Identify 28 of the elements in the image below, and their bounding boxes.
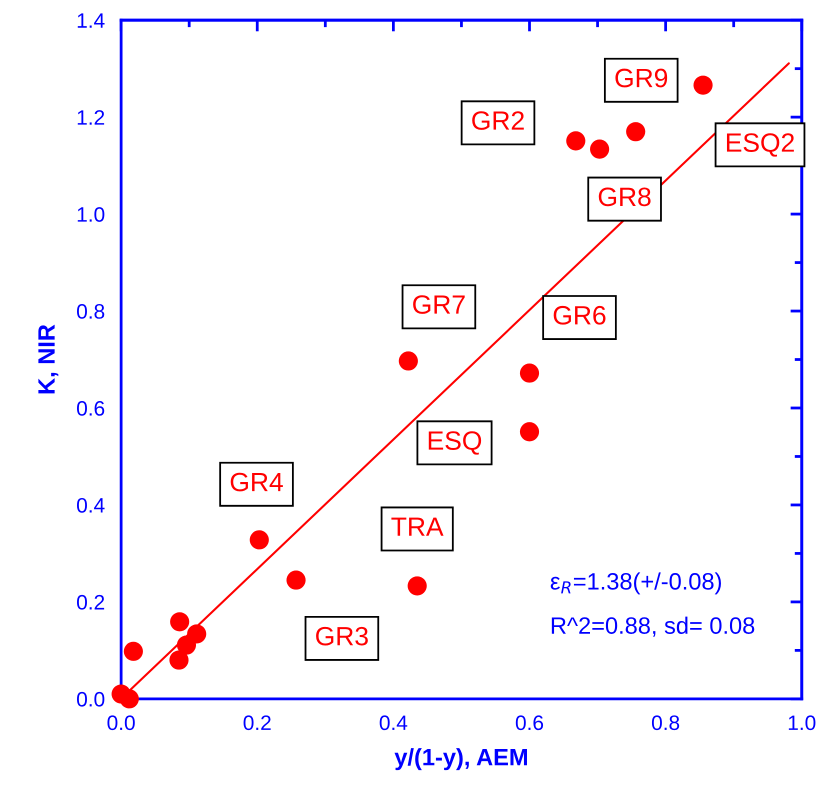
y-axis-title: K, NIR (38, 324, 58, 394)
annotation: GR7 (413, 295, 465, 314)
y-tick-label: 0.8 (77, 304, 104, 319)
y-tick-label: 0.2 (77, 594, 104, 610)
annotation: R^2=0.88, sd= 0.08 (552, 616, 754, 637)
y-tick-label: 0.6 (77, 400, 104, 416)
x-tick-label: 0.4 (380, 715, 408, 730)
annotation: ESQ2 (726, 133, 794, 157)
annotation: ESQ (428, 431, 482, 455)
x-axis-title: y/(1-y), AEM (394, 748, 527, 770)
x-tick-label: 0.6 (516, 715, 544, 730)
annotation: GR4 (230, 472, 283, 492)
annotation: GR9 (615, 68, 668, 88)
annotation: ε$_{R}$=1.38(+/-0.08) (550, 572, 721, 594)
x-tick-label: 1.0 (788, 715, 816, 730)
y-tick-label: 1.4 (78, 13, 105, 28)
annotation: GR8 (598, 188, 651, 206)
x-tick-label: 0.2 (244, 715, 271, 730)
annotation: GR2 (472, 111, 524, 130)
annotation: GR3 (316, 626, 368, 646)
x-tick-label: 0.0 (107, 715, 135, 730)
annotation: GR6 (554, 306, 606, 325)
y-tick-label: 0.0 (77, 692, 104, 707)
x-tick-label: 0.8 (652, 715, 680, 730)
annotation: TRA (391, 518, 444, 536)
y-tick-label: 0.4 (77, 498, 105, 513)
y-tick-label: 1.0 (78, 207, 104, 222)
y-tick-label: 1.2 (78, 110, 104, 125)
